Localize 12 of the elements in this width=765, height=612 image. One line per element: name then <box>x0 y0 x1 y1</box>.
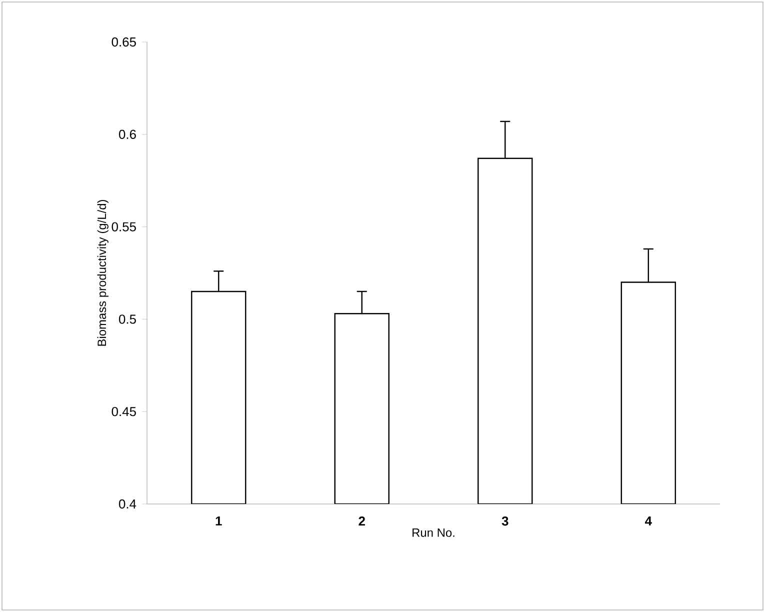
y-tick-label: 0.5 <box>118 314 136 324</box>
x-axis-title: Run No. <box>412 528 454 537</box>
x-tick-label: 2 <box>358 516 365 526</box>
x-tick-label: 4 <box>644 516 652 526</box>
y-tick-label: 0.65 <box>112 37 136 47</box>
y-tick-label: 0.4 <box>118 499 136 509</box>
y-tick-label: 0.6 <box>118 130 136 139</box>
x-tick-label: 3 <box>502 516 508 526</box>
y-tick-label: 0.45 <box>112 406 136 416</box>
y-axis-title: Biomass productivity (g/L/d) <box>97 200 108 346</box>
x-tick-label: 1 <box>216 516 222 526</box>
y-tick-label: 0.55 <box>112 222 136 232</box>
